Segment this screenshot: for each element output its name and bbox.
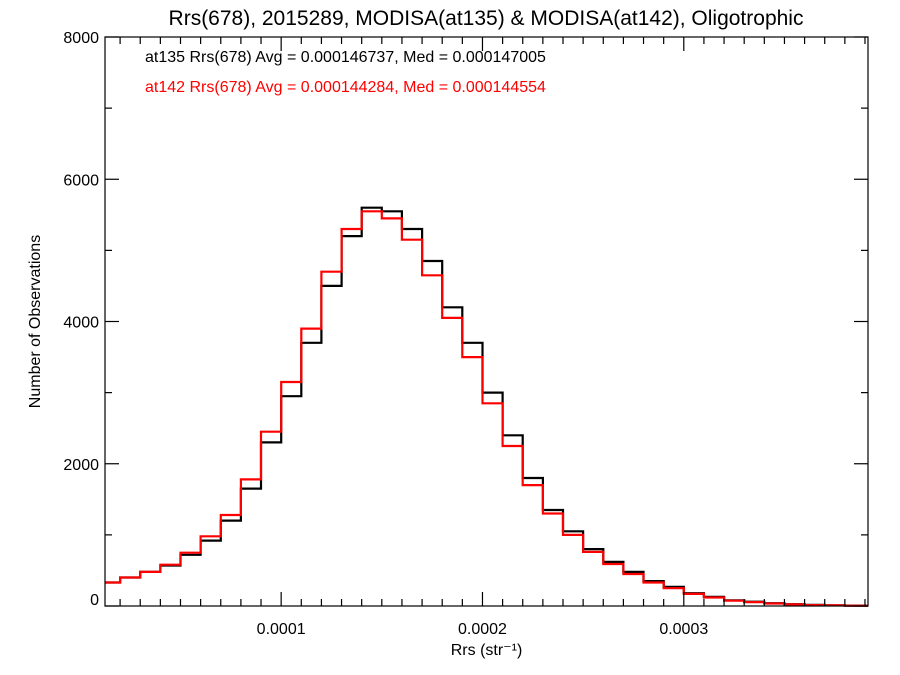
y-axis-label: Number of Observations — [27, 235, 44, 408]
x-tick-label: 0.0001 — [257, 621, 306, 638]
chart-title: Rrs(678), 2015289, MODISA(at135) & MODIS… — [169, 7, 804, 30]
plot-frame — [104, 36, 869, 607]
x-tick-label: 0.0003 — [659, 621, 708, 638]
y-tick-label: 2000 — [63, 457, 99, 474]
y-tick-label: 0 — [90, 592, 99, 609]
series-layer — [105, 206, 868, 607]
series-line-at142 — [105, 210, 868, 607]
y-tick-label: 6000 — [63, 172, 99, 189]
series-line-at135 — [105, 206, 868, 607]
annotation-at142-stats: at142 Rrs(678) Avg = 0.000144284, Med = … — [145, 79, 546, 96]
annotation-at135-stats: at135 Rrs(678) Avg = 0.000146737, Med = … — [145, 49, 546, 66]
ticks-layer: 0 2000 4000 6000 8000 0.0001 0.0002 0.0003 — [63, 30, 868, 638]
x-axis-label: Rrs (str⁻¹) — [451, 642, 523, 659]
x-tick-label: 0.0002 — [458, 621, 507, 638]
y-tick-label: 8000 — [63, 30, 99, 47]
y-tick-label: 4000 — [63, 315, 99, 332]
